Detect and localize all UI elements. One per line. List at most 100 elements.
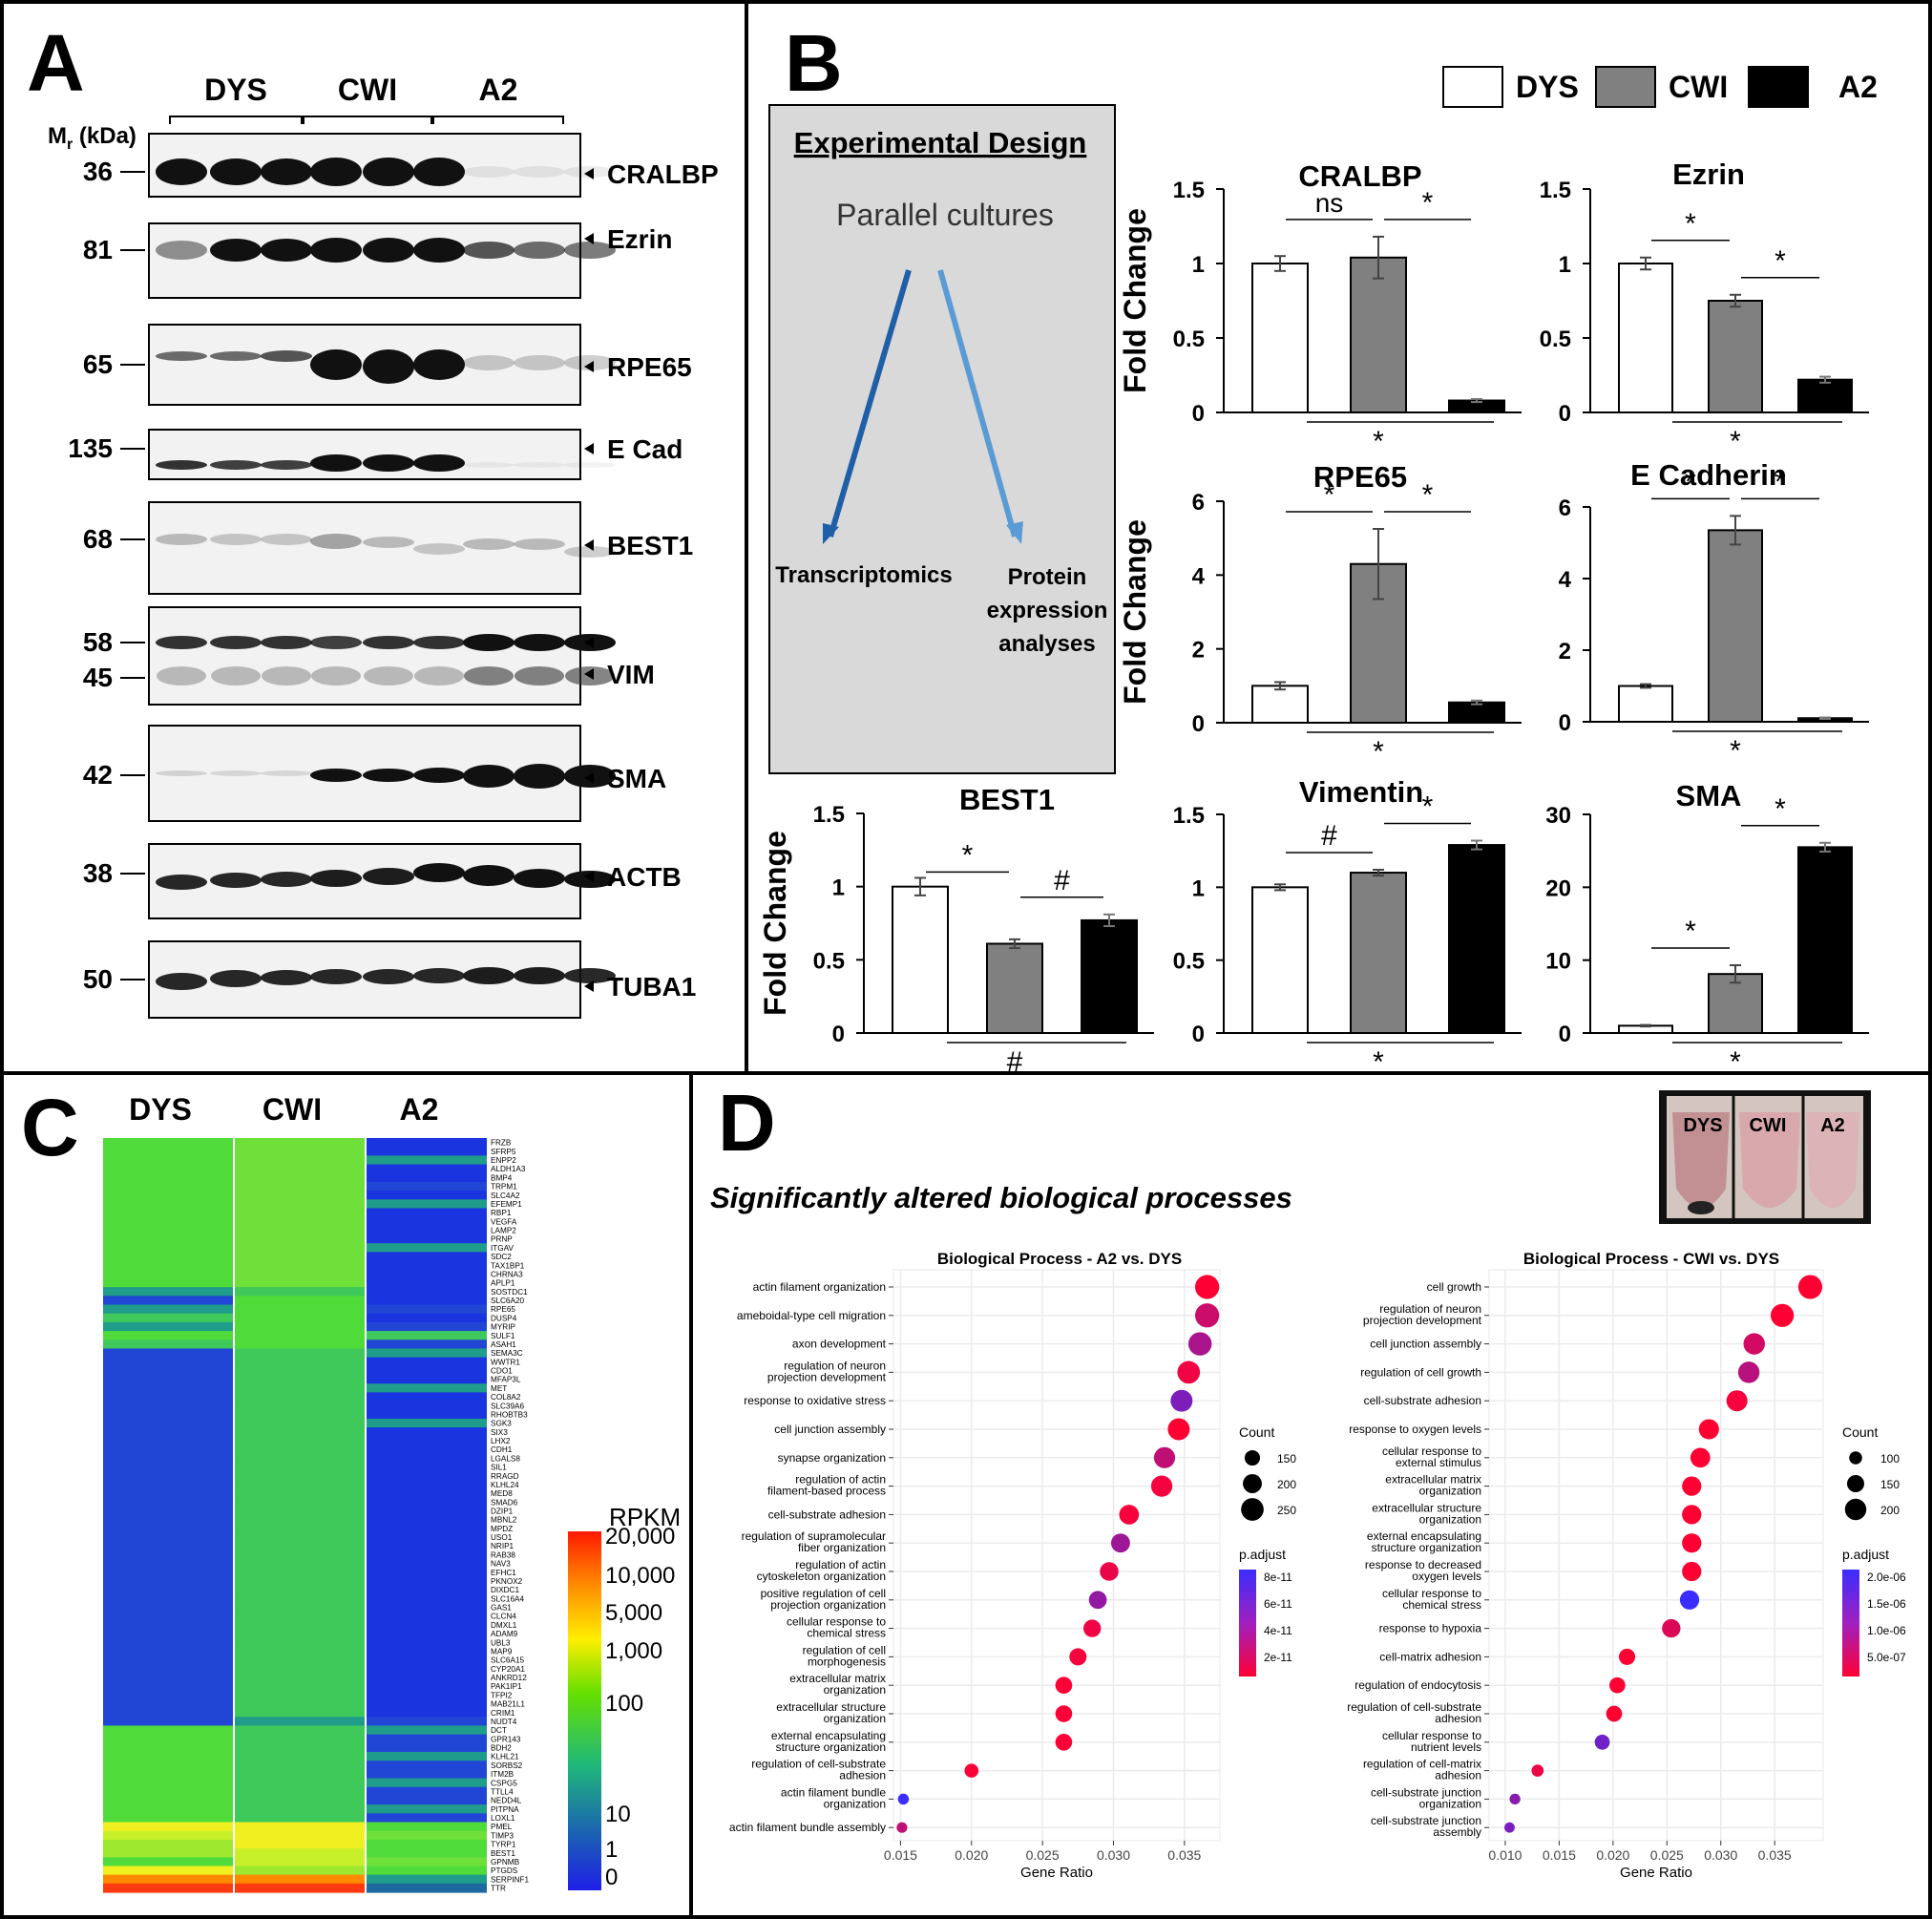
heatmap-cell [235,1191,365,1200]
heatmap-cell [103,1471,233,1481]
count-legend-label: 150 [1880,1478,1900,1491]
x-tick-label: 0.015 [884,1847,917,1863]
dot-extracellular-matrix-organization [1055,1676,1073,1695]
heatmap-cell [367,1795,487,1805]
mw-marker: 65 [83,349,113,379]
heatmap-cell [235,1558,365,1569]
heatmap-cell [103,1813,233,1824]
heatmap-scale-label: 5,000 [605,1600,662,1626]
panel-c-label: C [21,1083,79,1172]
gene-label: NUDT4 [491,1718,517,1726]
y-tick-label: 4 [1192,563,1206,589]
blot-band [210,770,262,776]
term-label: adhesion [839,1769,886,1782]
padj-legend-title: p.adjust [1842,1547,1889,1562]
heatmap-cell [103,1348,233,1359]
heatmap-cell [103,1418,233,1428]
y-tick-label: 0 [1559,1022,1571,1047]
gene-label: BMP4 [491,1173,513,1182]
heatmap-cell [235,1568,365,1577]
photo-label-dys: DYS [1683,1115,1722,1136]
heatmap-cell [103,1532,233,1543]
heatmap-cell [103,1778,233,1788]
sig-label-bottom: * [1730,426,1741,457]
blot-band [210,158,262,185]
term-label: cell growth [1427,1280,1481,1294]
band-arrow [584,443,594,454]
blot-band [514,869,565,888]
dot-regulation-of-actin-cytoskeleton-organization [1100,1562,1119,1581]
bar-dys [1251,685,1309,724]
padj-legend-label: 1.0e-06 [1867,1624,1906,1637]
heatmap-cell [367,1339,487,1350]
x-tick-label: 0.035 [1167,1847,1201,1863]
band-arrow [584,539,594,551]
heatmap-cell [103,1708,233,1718]
heatmap-cell [367,1550,487,1560]
blot-band [156,636,207,649]
blot-band [156,158,207,185]
heatmap-cell [103,1164,233,1174]
dot-response-to-oxygen-levels [1698,1419,1719,1440]
gene-label: DIXDC1 [491,1586,519,1594]
heatmap-cell [367,1480,487,1490]
dot-regulation-of-cell-matrix-adhesion [1531,1764,1544,1777]
heatmap-cell [367,1804,487,1814]
chart-title: Vimentin [1299,775,1423,809]
dot-regulation-of-actin-filament-based-process [1150,1475,1173,1497]
bar-a2 [1448,844,1505,1034]
heatmap-cell [367,1708,487,1718]
x-axis-label: Gene Ratio [1620,1865,1692,1881]
y-tick-label: 0 [1192,1022,1205,1047]
gene-label: LOXL1 [491,1814,515,1823]
gene-label: RBP1 [491,1209,512,1217]
x-tick-label: 0.020 [1596,1847,1629,1863]
heatmap-cell [367,1147,487,1156]
gene-label: APLP1 [491,1279,515,1288]
chart-title: RPE65 [1313,460,1407,494]
heatmap-cell [235,1848,365,1858]
gene-label: PKNOX2 [491,1577,523,1586]
heatmap-cell [103,1497,233,1508]
heatmap-cell [235,1532,365,1543]
heatmap-cell [235,1612,365,1621]
heatmap-scale-label: 100 [605,1691,643,1717]
term-label: structure organization [776,1740,886,1754]
heatmap-cell [367,1304,487,1315]
gene-label: CDH1 [491,1445,513,1454]
heatmap-cell [103,1541,233,1551]
term-label: organization [824,1712,886,1725]
blot-band [261,636,312,649]
heatmap-cell [235,1515,365,1525]
heatmap-cell [103,1296,233,1306]
sig-label: * [1685,466,1696,497]
heatmap-cell [103,1646,233,1656]
y-tick-label: 2 [1192,638,1205,664]
heatmap-cell [367,1655,487,1665]
heatmap-cell [235,1839,365,1849]
arrow-left [828,269,912,538]
arrow-right [937,269,1018,538]
heatmap-cell [235,1734,365,1744]
heatmap-cell [367,1585,487,1595]
y-tick-label: 1.5 [1540,178,1571,203]
heatmap-cell [235,1795,365,1805]
bar-chart-e-cadherin: E Cadherin 0 2 4 6 * * * [1559,458,1869,767]
heatmap-cell [103,1620,233,1631]
blot-band [310,349,362,380]
blot-band [413,768,465,783]
heatmap-cell [103,1673,233,1683]
gene-label: SULF1 [491,1332,515,1340]
heatmap-cell [367,1769,487,1780]
term-label: external encapsulating [771,1729,886,1742]
term-label: nutrient levels [1411,1740,1481,1754]
dot-cellular-response-to-nutrient-levels [1594,1734,1610,1750]
term-label: oxygen levels [1412,1570,1481,1583]
y-tick-label: 10 [1545,949,1571,975]
gene-label: SLC4A2 [491,1191,520,1200]
heatmap-cell [367,1742,487,1753]
heatmap-cell [367,1778,487,1788]
term-label: organization [824,1683,886,1697]
heatmap-cell [235,1304,365,1315]
term-label: response to oxidative stress [744,1394,886,1407]
